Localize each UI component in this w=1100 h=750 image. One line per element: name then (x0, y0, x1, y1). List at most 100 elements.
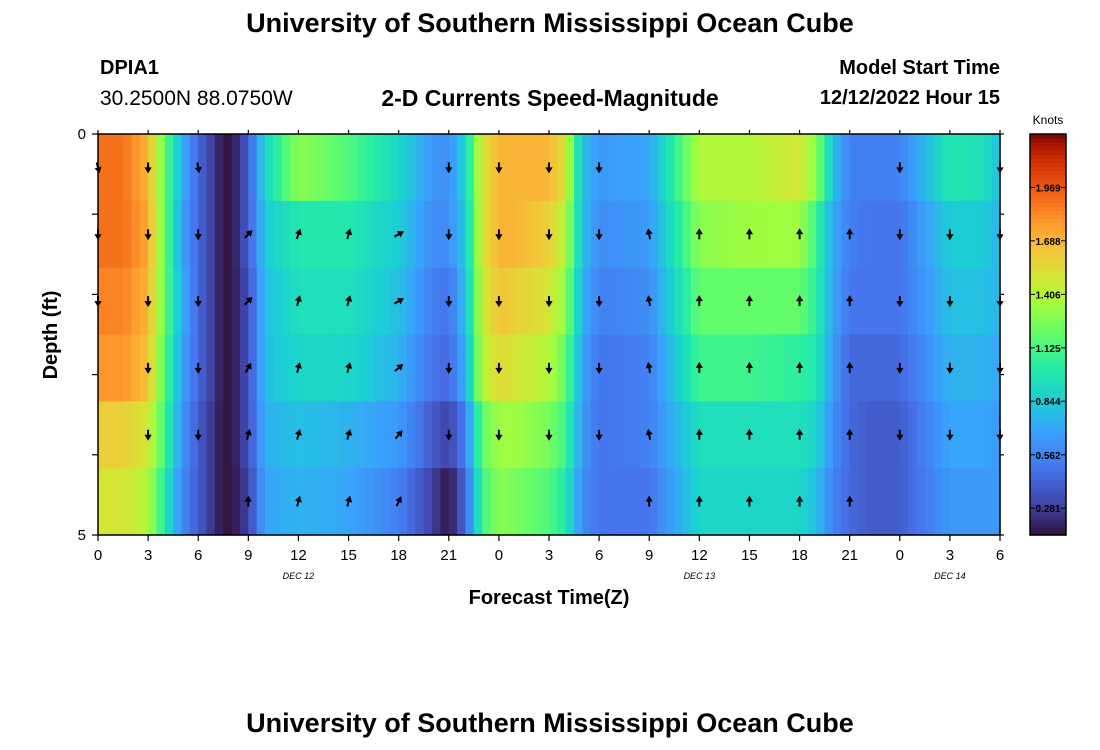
heatmap-cell (356, 468, 366, 536)
heatmap-cell (690, 401, 700, 469)
heatmap-cell (273, 334, 283, 402)
heatmap-cell (181, 334, 191, 402)
x-tick-label: 15 (741, 547, 758, 564)
colorbar-segment (1030, 134, 1066, 139)
heatmap-cell (841, 334, 851, 402)
heatmap-cell (607, 468, 617, 536)
heatmap-cell (874, 134, 884, 202)
heatmap-cell (532, 200, 542, 269)
heatmap-cell (983, 334, 993, 402)
heatmap-cell (164, 468, 174, 536)
heatmap-cell (582, 468, 592, 536)
heatmap-cell (816, 134, 826, 202)
heatmap-cell (381, 267, 391, 336)
heatmap-cell (757, 134, 767, 202)
colorbar-segment (1030, 518, 1066, 524)
heatmap-cell (490, 468, 500, 536)
colorbar-segment (1030, 478, 1066, 484)
heatmap-cell (574, 134, 584, 202)
colorbar-segment (1030, 350, 1066, 356)
heatmap-cell (507, 334, 517, 402)
heatmap-cell (916, 200, 926, 269)
colorbar-segment (1030, 414, 1066, 420)
heatmap-cell (164, 134, 174, 202)
heatmap-cell (523, 468, 533, 536)
heatmap-cell (832, 134, 842, 202)
colorbar-segment (1030, 170, 1066, 175)
colorbar-segment (1030, 330, 1066, 336)
heatmap-cell (373, 468, 383, 536)
heatmap-cell (448, 401, 458, 469)
colorbar-segment (1030, 186, 1066, 191)
heatmap-cell (181, 200, 191, 269)
colorbar-segment (1030, 446, 1066, 452)
heatmap-cell (540, 401, 550, 469)
heatmap-cell (549, 334, 558, 402)
heatmap-cell (231, 267, 241, 336)
colorbar-tick-label: 1.688 (1035, 237, 1060, 248)
heatmap-cell (331, 134, 341, 202)
heatmap-cell (807, 267, 817, 336)
heatmap-cell (323, 200, 333, 269)
current-arrow (345, 228, 353, 240)
heatmap-cell (757, 267, 767, 336)
heatmap-cell (189, 200, 199, 269)
heatmap-cell (866, 200, 876, 269)
heatmap-cell (482, 401, 492, 469)
heatmap-cell (457, 401, 467, 469)
heatmap-cell (248, 468, 258, 536)
heatmap-cell (774, 200, 784, 269)
date-label: DEC 13 (684, 571, 716, 581)
heatmap-cell (707, 267, 717, 336)
heatmap-cell (891, 334, 901, 402)
heatmap-cell (682, 468, 692, 536)
heatmap-cell (807, 468, 817, 536)
colorbar-segment (1030, 418, 1066, 424)
heatmap-cell (841, 134, 851, 202)
heatmap-cell (866, 267, 876, 336)
current-arrow (394, 430, 403, 440)
heatmap-cell (365, 134, 375, 202)
current-arrow (194, 162, 202, 174)
heatmap-cell (574, 200, 584, 269)
heatmap-cell (206, 334, 216, 402)
heatmap-cell (148, 267, 158, 336)
current-arrow (495, 296, 503, 308)
heatmap-cell (549, 468, 558, 536)
heatmap-cell (106, 334, 116, 402)
current-arrow (645, 361, 653, 373)
current-arrow (745, 361, 753, 373)
heatmap-cell (665, 334, 675, 402)
heatmap-cell (523, 134, 533, 202)
heatmap-cell (198, 468, 208, 536)
heatmap-cell (298, 134, 308, 202)
heatmap-cell (782, 267, 792, 336)
current-arrow (846, 428, 854, 440)
heatmap-cell (540, 200, 550, 269)
heatmap-cell (415, 401, 425, 469)
heatmap-cell (281, 334, 291, 402)
heatmap-cell (983, 401, 993, 469)
heatmap-cell (473, 334, 483, 402)
colorbar-segment (1030, 530, 1066, 536)
heatmap-cell (682, 334, 692, 402)
current-arrow (645, 495, 653, 507)
heatmap-cell (298, 200, 308, 269)
heatmap-cell (774, 468, 784, 536)
heatmap-cell (139, 134, 149, 202)
heatmap-cell (131, 401, 141, 469)
heatmap-cell (348, 134, 358, 202)
heatmap-cell (365, 267, 375, 336)
heatmap-cell (766, 267, 776, 336)
current-arrow (495, 229, 503, 241)
heatmap-cell (607, 134, 617, 202)
colorbar-segment (1030, 274, 1066, 279)
heatmap-cell (515, 468, 525, 536)
heatmap-cell (256, 401, 266, 469)
x-tick-label: 6 (595, 547, 603, 564)
heatmap-cell (782, 468, 792, 536)
colorbar-segment (1030, 442, 1066, 448)
heatmap-cell (315, 334, 325, 402)
colorbar-segment (1030, 234, 1066, 239)
heatmap-cell (440, 401, 450, 469)
